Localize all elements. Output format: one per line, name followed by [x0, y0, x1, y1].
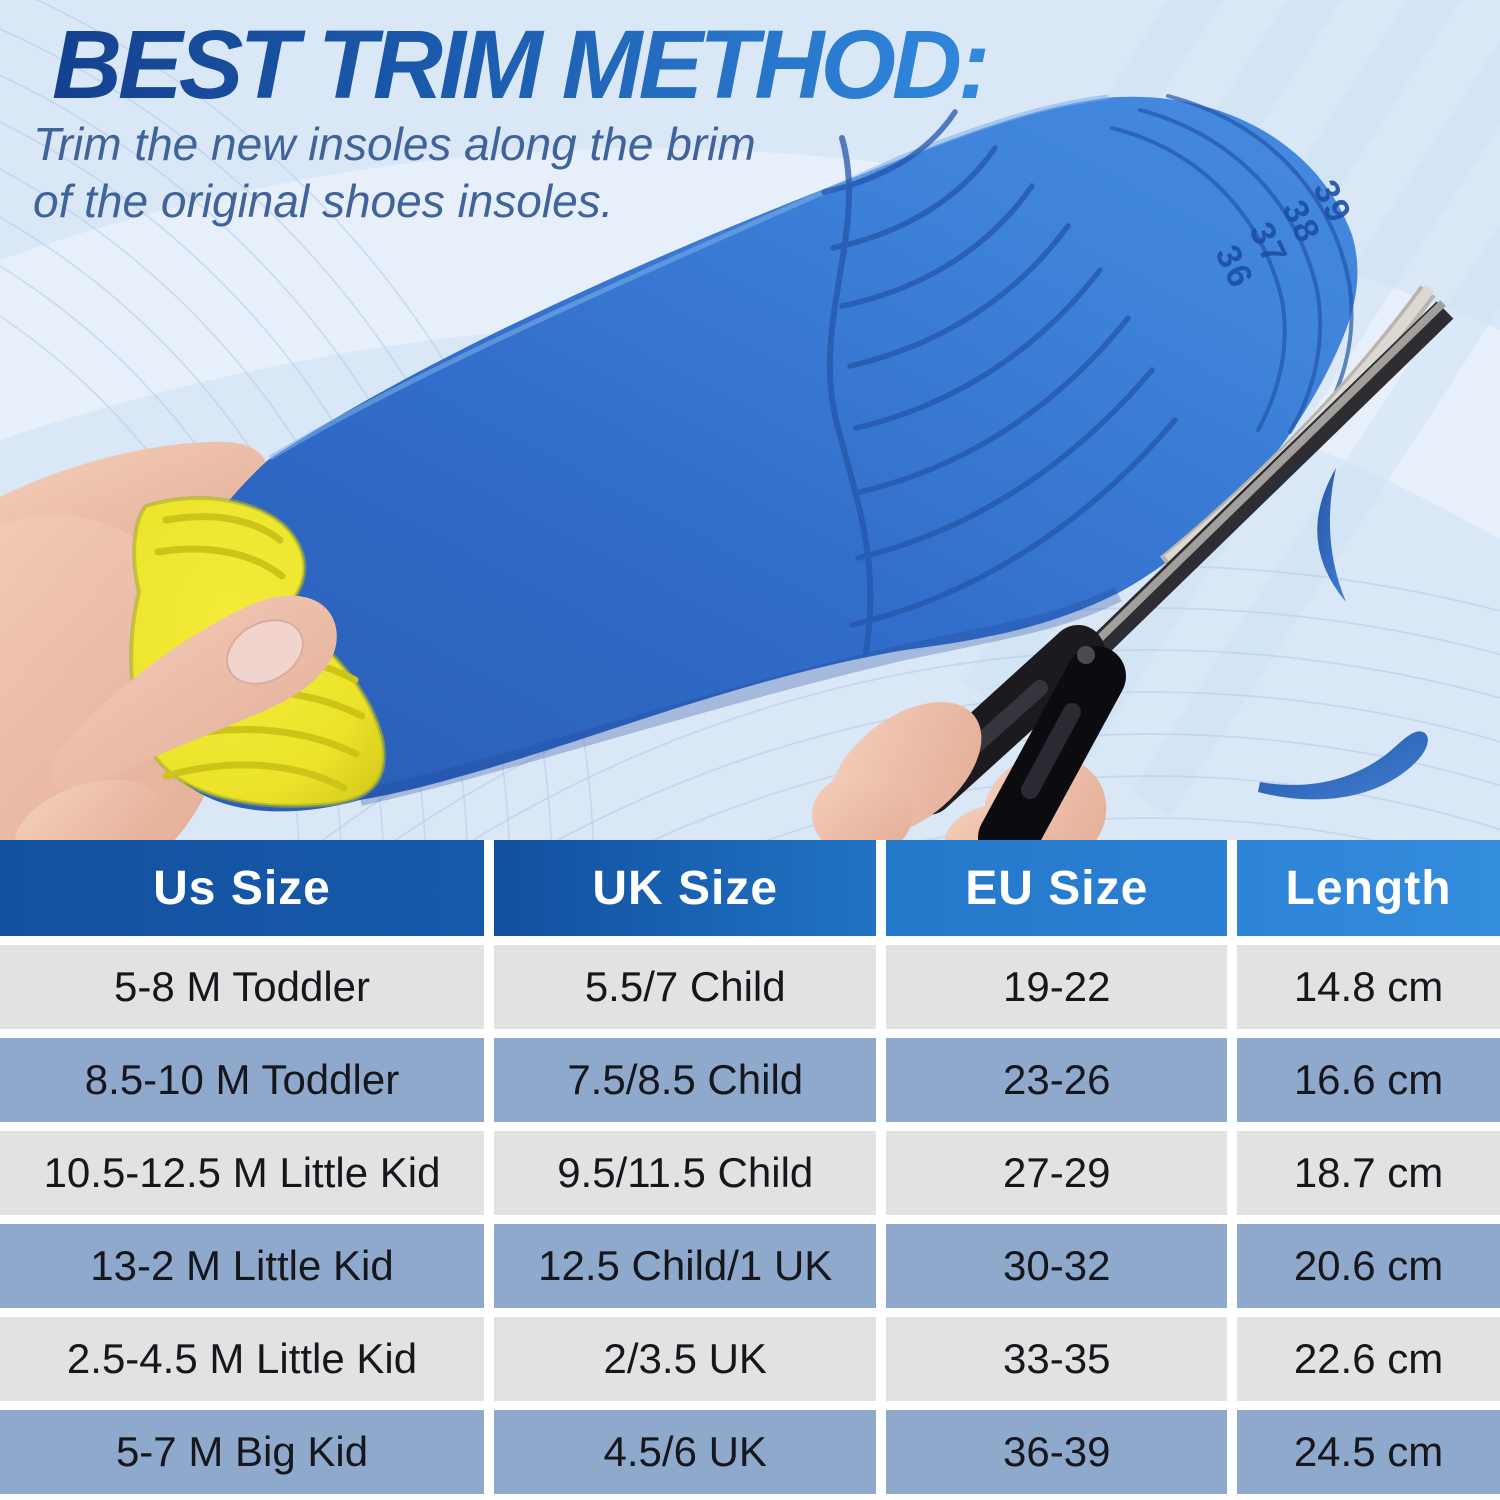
- right-thumb: [812, 702, 982, 845]
- table-cell: 23-26: [886, 1038, 1228, 1122]
- table-cell: 5.5/7 Child: [494, 945, 877, 1029]
- table-cell: 27-29: [886, 1131, 1228, 1215]
- size-table: Us Size UK Size EU Size Length 5-8 M Toddler…: [0, 840, 1500, 1500]
- table-cell: 18.7 cm: [1237, 1131, 1500, 1215]
- subtitle: Trim the new insoles along the brim of t…: [33, 116, 756, 229]
- table-cell: 20.6 cm: [1237, 1224, 1500, 1308]
- table-header-cell: EU Size: [886, 840, 1228, 936]
- table-cell: 2.5-4.5 M Little Kid: [0, 1317, 485, 1401]
- table-cell: 2/3.5 UK: [494, 1317, 877, 1401]
- table-cell: 4.5/6 UK: [494, 1410, 877, 1494]
- title-banner: BEST TRIM METHOD:: [52, 10, 990, 119]
- table-cell: 24.5 cm: [1237, 1410, 1500, 1494]
- table-cell: 19-22: [886, 945, 1228, 1029]
- page-title: BEST TRIM METHOD:: [52, 10, 986, 119]
- insole-trimming-photo: 36 37 38 39: [0, 0, 1500, 845]
- table-cell: 10.5-12.5 M Little Kid: [0, 1131, 485, 1215]
- motion-swooshes: [1258, 468, 1428, 800]
- left-thumb: [14, 595, 337, 845]
- table-cell: 7.5/8.5 Child: [494, 1038, 877, 1122]
- table-header-cell: Us Size: [0, 840, 485, 936]
- subtitle-line-2: of the original shoes insoles.: [33, 174, 614, 227]
- table-cell: 5-8 M Toddler: [0, 945, 485, 1029]
- table-cell: 9.5/11.5 Child: [494, 1131, 877, 1215]
- swoosh-underline: [1258, 731, 1428, 800]
- table-header-cell: UK Size: [494, 840, 877, 936]
- insole-tread-ridges: [821, 109, 1178, 655]
- table-cell: 22.6 cm: [1237, 1317, 1500, 1401]
- toe-trim-lines: [1110, 94, 1354, 434]
- swoosh-crescent: [1317, 468, 1346, 602]
- scissors-blade: [1086, 301, 1454, 659]
- scissors-pivot: [1077, 646, 1095, 664]
- table-cell: 12.5 Child/1 UK: [494, 1224, 877, 1308]
- subtitle-line-1: Trim the new insoles along the brim: [33, 118, 756, 170]
- table-cell: 30-32: [886, 1224, 1228, 1308]
- table-cell: 16.6 cm: [1237, 1038, 1500, 1122]
- table-cell: 5-7 M Big Kid: [0, 1410, 485, 1494]
- table-cell: 36-39: [886, 1410, 1228, 1494]
- table-header-cell: Length: [1237, 840, 1500, 936]
- left-fingertip: [14, 779, 166, 845]
- table-cell: 14.8 cm: [1237, 945, 1500, 1029]
- thumbnail: [226, 619, 304, 685]
- insole-body: [149, 96, 1358, 812]
- table-cell: 13-2 M Little Kid: [0, 1224, 485, 1308]
- table-cell: 8.5-10 M Toddler: [0, 1038, 485, 1122]
- table-cell: 33-35: [886, 1317, 1228, 1401]
